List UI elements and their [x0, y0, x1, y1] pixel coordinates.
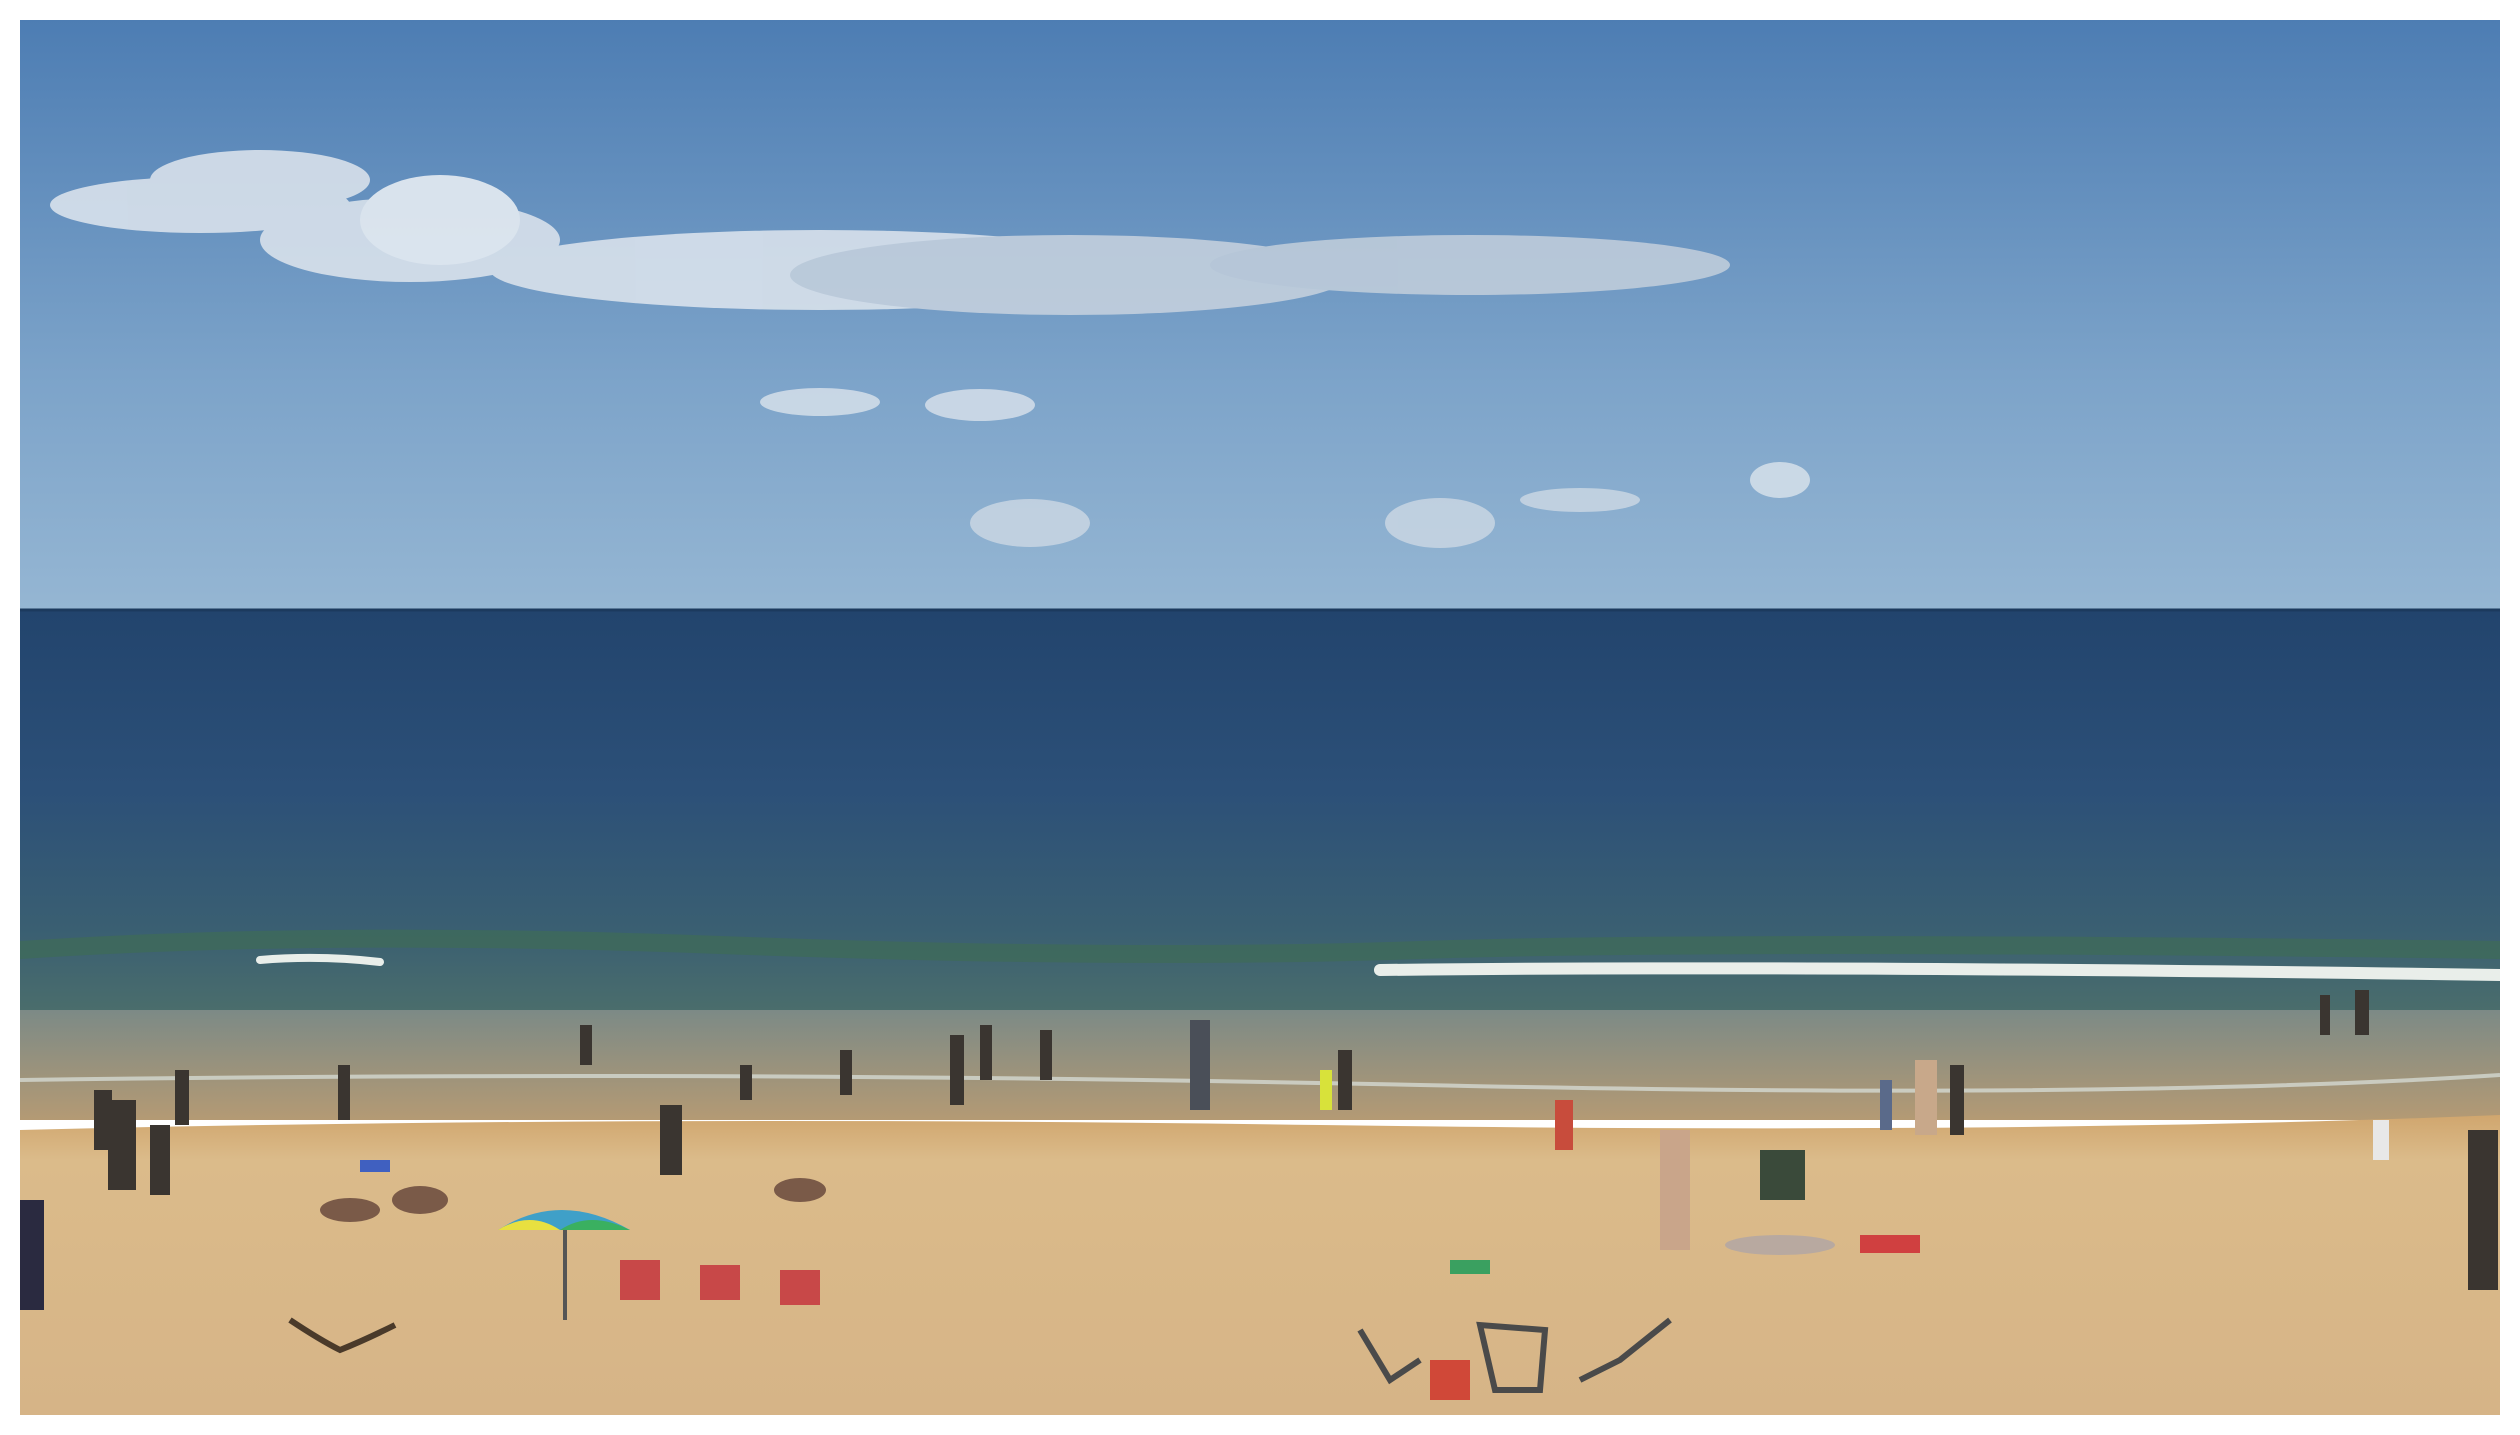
sand — [20, 1115, 2500, 1415]
beach-photo: person: 0.48 person: 0.53 person: 0.56 p… — [20, 20, 2500, 1415]
shallow-water — [20, 1010, 2500, 1120]
beach-umbrella — [498, 1210, 630, 1320]
seagull — [288, 1317, 397, 1354]
beachgoers — [20, 990, 2498, 1310]
clouds — [50, 150, 1810, 548]
sky — [20, 20, 2500, 610]
beach-chairs — [1357, 1317, 1672, 1393]
beach-scene — [20, 20, 2500, 1415]
